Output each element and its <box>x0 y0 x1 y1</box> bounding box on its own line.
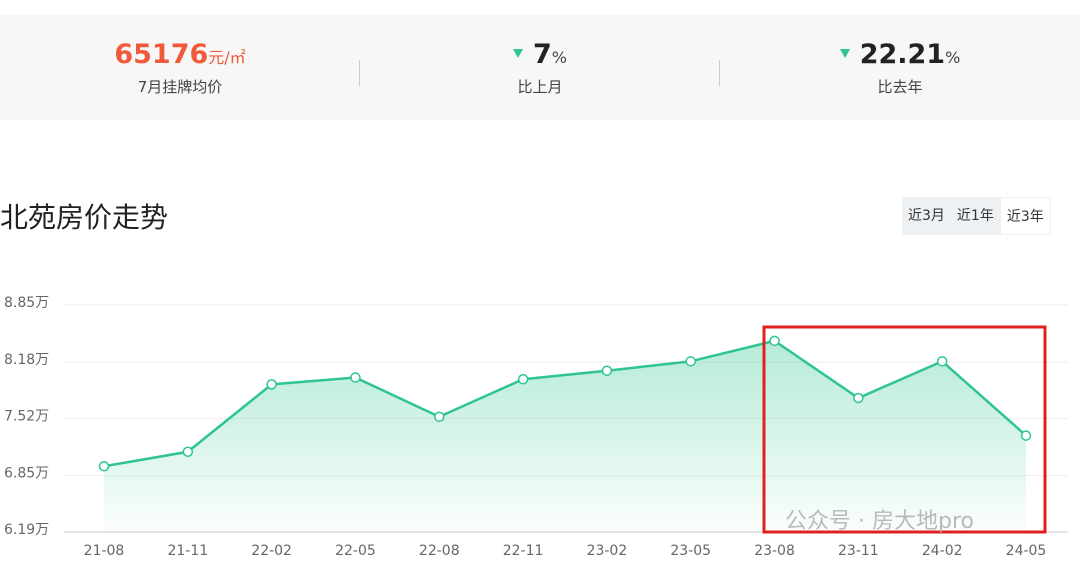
line <box>103 339 1027 468</box>
stat-label: 比去年 <box>877 78 923 96</box>
range-tabs: 近3月 近1年 近3年 <box>902 197 1051 235</box>
y-tick-label: 6.85万 <box>4 466 49 482</box>
point <box>434 411 445 423</box>
stat-unit: % <box>945 48 961 67</box>
point <box>601 365 613 376</box>
x-tick-label: 22-08 <box>419 543 460 559</box>
x-tick-label: 23-02 <box>587 543 628 559</box>
y-tick-label: 6.19万 <box>4 522 49 538</box>
down-icon <box>513 49 523 58</box>
x-tick-label: 23-05 <box>670 543 711 559</box>
point <box>769 335 780 347</box>
y-tick-label: 7.52万 <box>4 409 49 425</box>
stat-unit: % <box>551 48 567 67</box>
point <box>350 372 361 383</box>
x-tick-label: 23-08 <box>754 543 795 559</box>
x-tick-label: 22-02 <box>251 543 292 559</box>
watermark: 公众号 · 房大地pro <box>785 509 974 534</box>
area <box>104 340 1026 532</box>
stat-unit: 元/㎡ <box>208 48 246 67</box>
point <box>1020 430 1032 441</box>
x-tick-label: 23-11 <box>838 543 879 559</box>
x-tick-label: 24-05 <box>1006 543 1047 559</box>
tab[interactable]: 近3年 <box>999 197 1051 235</box>
y-tick-label: 8.18万 <box>4 352 49 368</box>
stat-label: 比上月 <box>517 78 563 96</box>
chart-title: 北苑房价走势 <box>0 201 169 234</box>
separator <box>359 60 360 86</box>
stat: 7% 比上月 <box>360 39 720 97</box>
point <box>98 461 110 472</box>
y-tick-label: 8.85万 <box>4 295 49 311</box>
x-tick-label: 22-05 <box>335 543 376 559</box>
tab[interactable]: 近3月 <box>902 197 951 235</box>
stats-bar: 65176元/㎡ 7月挂牌均价 7% 比上月 22.21% 比去年 <box>0 15 1080 120</box>
point <box>517 373 529 385</box>
stat-value: 65176 <box>114 39 209 70</box>
highlight-box <box>762 325 1047 534</box>
stat: 22.21% 比去年 <box>720 39 1080 97</box>
stat-value: 22.21 <box>859 39 946 70</box>
point <box>936 356 948 367</box>
x-tick-label: 21-08 <box>84 543 125 559</box>
stat-label: 7月挂牌均价 <box>137 78 223 96</box>
stat-value: 7 <box>533 39 552 70</box>
x-tick-label: 24-02 <box>922 543 963 559</box>
point <box>853 392 864 404</box>
point <box>266 379 277 390</box>
x-tick-label: 21-11 <box>167 543 208 559</box>
x-tick-label: 22-11 <box>503 543 544 559</box>
point <box>182 446 194 458</box>
tab[interactable]: 近1年 <box>950 197 1000 235</box>
point <box>685 356 696 367</box>
stat: 65176元/㎡ 7月挂牌均价 <box>0 39 360 97</box>
down-icon <box>839 49 850 58</box>
separator <box>719 60 720 86</box>
